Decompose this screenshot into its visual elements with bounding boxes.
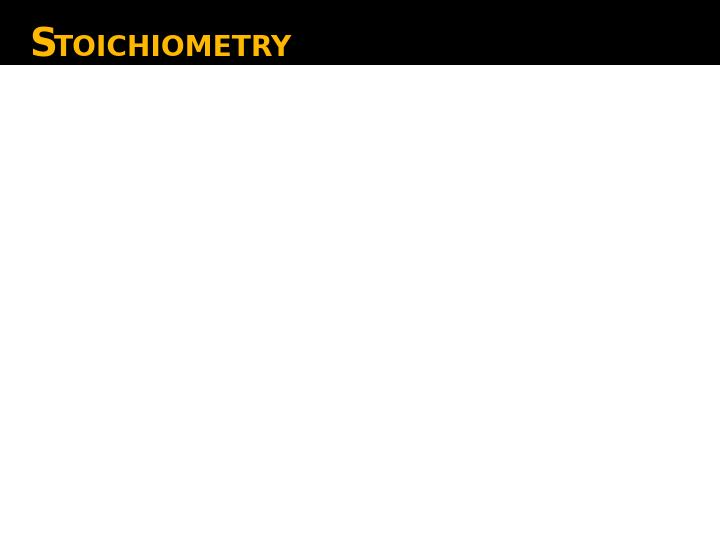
Text: X: X <box>185 364 202 388</box>
Text: 3: 3 <box>500 389 510 404</box>
Text: 1 mol of N: 1 mol of N <box>231 403 332 422</box>
Text: 0.60 mol of Nitrogen: 0.60 mol of Nitrogen <box>29 366 258 386</box>
Text: 3(g): 3(g) <box>382 288 418 307</box>
Text: How many moles of ammonia are produced
when 0.60 mol of nitrogen reacts with
hyd: How many moles of ammonia are produced w… <box>23 104 631 211</box>
Text: →: → <box>315 262 341 291</box>
Text: TOICHIOMETRY: TOICHIOMETRY <box>54 33 292 62</box>
Text: 3(g): 3(g) <box>356 353 384 367</box>
Text: 2(g): 2(g) <box>344 426 372 440</box>
Text: Write down what you have
first: Write down what you have first <box>29 454 308 502</box>
Text: 2(g): 2(g) <box>290 288 327 307</box>
Text: 2 mol of NH: 2 mol of NH <box>231 330 347 349</box>
Text: 2(g): 2(g) <box>217 288 253 307</box>
Text: S: S <box>29 27 57 65</box>
Text: + 3H: + 3H <box>240 262 328 291</box>
Text: 2NH: 2NH <box>338 262 413 291</box>
Text: Because we have the number of moles, we need
a conversion factor that has mol of: Because we have the number of moles, we … <box>231 454 708 526</box>
Text: N: N <box>202 262 225 291</box>
Text: = 1.2 mol NH: = 1.2 mol NH <box>390 366 540 386</box>
